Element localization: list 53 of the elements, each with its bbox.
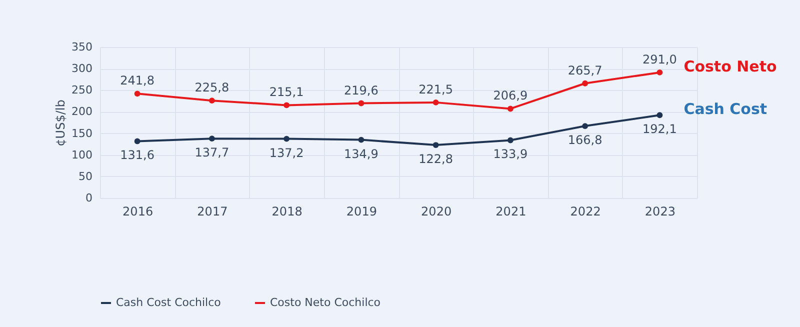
point xyxy=(284,102,290,108)
x-tick-label: 2016 xyxy=(122,204,154,218)
y-axis-title: ¢US$/lb xyxy=(54,100,68,146)
data-label: 241,8 xyxy=(120,74,154,88)
point xyxy=(208,98,215,104)
data-label: 192,1 xyxy=(642,122,677,136)
point xyxy=(656,112,663,118)
x-tick-label: 2021 xyxy=(496,204,526,218)
y-tick-label: 0 xyxy=(86,192,92,204)
annotation: Costo Neto xyxy=(684,57,777,76)
point xyxy=(582,123,588,129)
point xyxy=(358,100,364,106)
annotation: Cash Cost xyxy=(684,100,768,118)
point xyxy=(507,137,514,144)
x-tick-label: 2020 xyxy=(421,204,452,218)
data-label: 219,6 xyxy=(344,83,378,98)
point xyxy=(582,80,588,86)
y-tick-label: 50 xyxy=(78,170,92,183)
data-label: 137,2 xyxy=(269,146,304,160)
x-tick-label: 2018 xyxy=(272,204,302,218)
legend-label: Cash Cost Cochilco xyxy=(116,296,222,309)
x-tick-label: 2017 xyxy=(197,204,228,218)
legend-label: Costo Neto Cochilco xyxy=(270,296,381,309)
y-tick-label: 300 xyxy=(72,62,92,76)
point xyxy=(358,136,364,143)
data-label: 265,7 xyxy=(568,63,602,78)
data-label: 215,1 xyxy=(269,85,304,100)
data-label: 133,9 xyxy=(493,147,528,162)
data-label: 122,8 xyxy=(418,152,453,166)
y-tick-label: 350 xyxy=(72,40,92,54)
data-label: 137,7 xyxy=(194,146,230,160)
x-tick-label: 2019 xyxy=(346,204,377,218)
point xyxy=(507,106,514,112)
x-tick-label: 2023 xyxy=(644,204,676,218)
data-label: 206,9 xyxy=(493,88,528,103)
point xyxy=(432,99,439,106)
point xyxy=(656,70,663,76)
data-label: 131,6 xyxy=(120,148,154,162)
y-tick-label: 100 xyxy=(72,148,92,162)
y-tick-label: 250 xyxy=(72,84,92,97)
data-label: 134,9 xyxy=(344,146,378,161)
data-label: 221,5 xyxy=(418,82,453,96)
y-tick-label: 200 xyxy=(72,105,92,118)
data-label: 166,8 xyxy=(568,133,602,148)
point xyxy=(432,142,439,148)
y-tick-label: 150 xyxy=(72,126,92,140)
data-label: 291,0 xyxy=(642,52,677,66)
point xyxy=(208,136,215,142)
point xyxy=(134,90,140,97)
point xyxy=(284,136,290,142)
data-label: 225,8 xyxy=(194,80,230,95)
x-tick-label: 2022 xyxy=(570,204,601,218)
point xyxy=(134,138,140,144)
